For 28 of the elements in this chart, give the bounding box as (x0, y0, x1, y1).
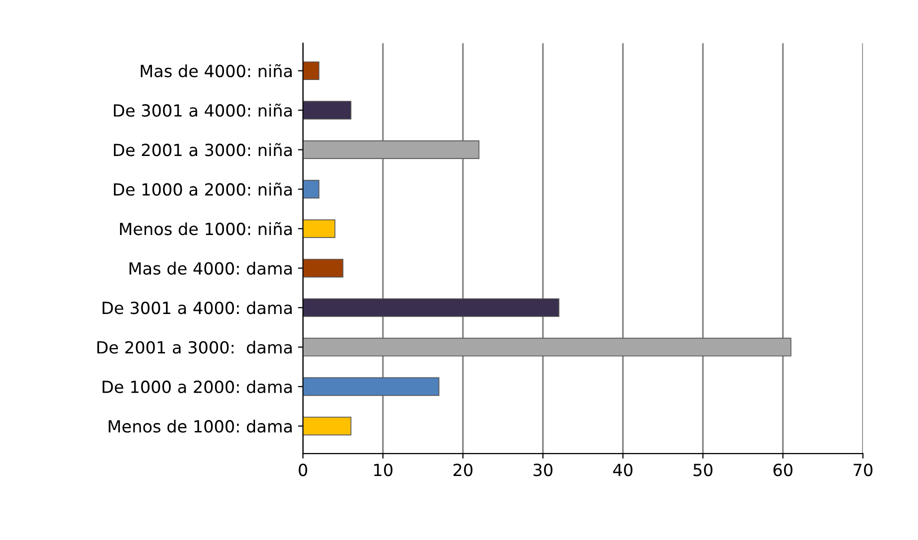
x-tick-label: 50 (694, 464, 712, 476)
bar (302, 61, 320, 80)
bar (302, 338, 792, 356)
bar (302, 377, 440, 396)
y-tick-label: De 3001 a 4000: niña (114, 104, 292, 117)
bar (302, 298, 560, 317)
y-tick-label: De 2001 a 3000: niña (114, 143, 292, 156)
y-tick-label: De 3001 a 4000: dama (102, 301, 292, 314)
x-tick-label: 70 (854, 464, 872, 476)
bar (302, 100, 352, 120)
x-tick-label: 30 (534, 464, 552, 476)
y-tick-label: Menos de 1000: dama (108, 420, 292, 433)
x-tick-label: 10 (374, 464, 392, 476)
x-tick-label: 0 (298, 464, 308, 476)
y-tick-label: De 2001 a 3000: dama (97, 340, 292, 354)
y-tick-label: De 1000 a 2000: dama (102, 380, 292, 394)
bar (302, 140, 480, 159)
x-tick-label: 20 (454, 464, 472, 476)
y-tick-label: Menos de 1000: niña (120, 222, 292, 236)
x-tick-label: 60 (773, 464, 792, 476)
bar (302, 258, 344, 278)
y-tick-label: Mas de 4000: niña (140, 64, 292, 78)
x-tick-label: 40 (613, 464, 632, 476)
y-tick-label: De 1000 a 2000: niña (114, 182, 292, 196)
bar (302, 180, 320, 198)
bar (302, 416, 352, 436)
bar (302, 219, 336, 238)
y-tick-label: Mas de 4000: dama (130, 262, 292, 275)
